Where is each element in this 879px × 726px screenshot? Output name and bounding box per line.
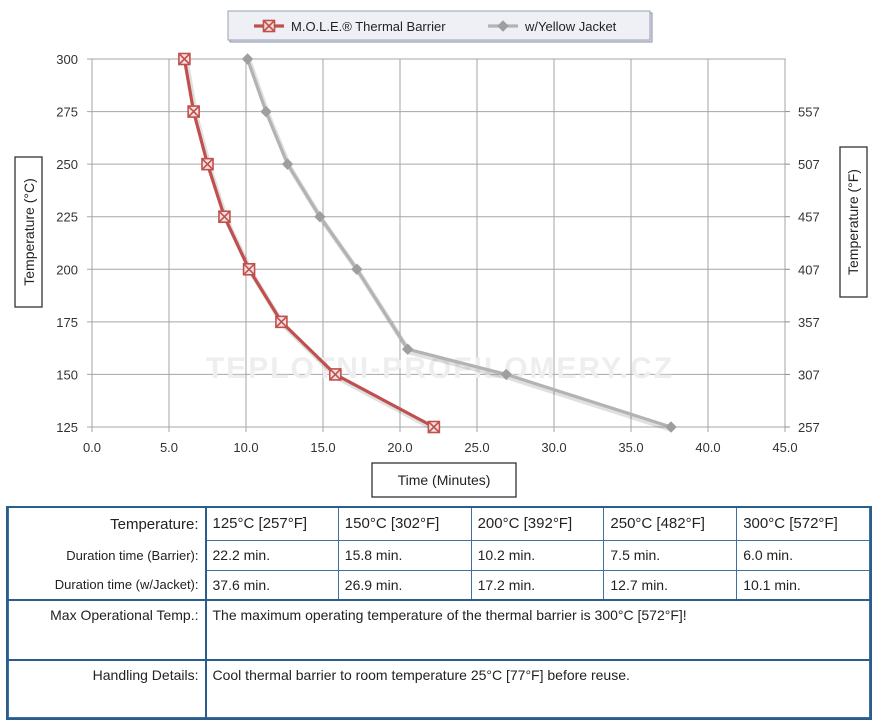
data-point [281, 158, 294, 170]
series-yellow-jacket [241, 53, 677, 433]
temperature-row-label: Temperature: [8, 508, 207, 540]
plot-area [91, 58, 786, 428]
x-axis-label-box: Time (Minutes) [371, 462, 517, 498]
max-temp-text: The maximum operating temperature of the… [205, 599, 870, 661]
data-point [242, 262, 256, 276]
jacket-duration-cell: 12.7 min. [603, 569, 738, 601]
data-point [241, 53, 254, 65]
temperature-cell: 300°C [572°F] [736, 508, 870, 540]
series-layer [178, 52, 677, 434]
specification-table: Temperature: 125°C [257°F] 150°C [302°F]… [6, 506, 872, 720]
series-line [182, 58, 435, 429]
barrier-duration-cell: 6.0 min. [736, 539, 870, 571]
legend-label: w/Yellow Jacket [524, 19, 617, 34]
y-right-tick-label: 257 [798, 420, 820, 435]
y-left-tick-label: 125 [56, 420, 78, 435]
barrier-row-label: Duration time (Barrier): [8, 540, 207, 570]
max-temp-row: Max Operational Temp.: The maximum opera… [8, 599, 870, 661]
x-axis-label: Time (Minutes) [398, 472, 491, 488]
temperature-cell: 150°C [302°F] [337, 508, 472, 540]
x-tick-label: 35.0 [618, 440, 643, 455]
y-left-tick-label: 225 [56, 210, 78, 225]
legend-item: M.O.L.E.® Thermal Barrier [254, 19, 446, 34]
y-axis-left-label: Temperature (°C) [21, 178, 37, 286]
handling-row: Handling Details: Cool thermal barrier t… [8, 659, 870, 718]
barrier-duration-cell: 15.8 min. [337, 539, 472, 571]
series-thermal-barrier [178, 52, 441, 434]
data-point [401, 343, 414, 355]
axis-ticks: 0.0 5.0 10.0 15.0 20.0 25.0 30.0 35.0 40.0 45.0 12… [56, 52, 819, 455]
y-left-tick-label: 150 [56, 367, 78, 382]
data-point [351, 263, 363, 275]
y-axis-left-label-box: Temperature (°C) [14, 156, 43, 308]
y-left-tick-label: 300 [56, 52, 78, 67]
x-tick-label: 25.0 [464, 440, 489, 455]
series-line [245, 58, 672, 429]
y-left-tick-label: 250 [56, 157, 78, 172]
x-tick-label: 10.0 [233, 440, 258, 455]
legend-items: M.O.L.E.® Thermal Barrier w/Yellow Jacket [254, 19, 617, 34]
data-point [187, 105, 200, 118]
x-tick-label: 15.0 [310, 440, 335, 455]
y-right-tick-label: 357 [798, 315, 820, 330]
legend-box-face [227, 10, 651, 41]
temperature-cell: 125°C [257°F] [205, 508, 339, 540]
barrier-duration-cell: 22.2 min. [205, 539, 339, 571]
x-tick-label: 5.0 [160, 440, 178, 455]
data-point [665, 421, 677, 433]
jacket-duration-row: Duration time (w/Jacket): 37.6 min. 26.9… [8, 569, 870, 601]
jacket-row-label: Duration time (w/Jacket): [8, 570, 207, 601]
y-axis-right-label: Temperature (°F) [845, 169, 861, 275]
data-point [500, 368, 512, 381]
y-axis-right-label-box: Temperature (°F) [839, 146, 868, 298]
data-point [275, 315, 288, 329]
y-left-tick-label: 200 [56, 262, 78, 277]
data-point [260, 105, 272, 118]
barrier-duration-row: Duration time (Barrier): 22.2 min. 15.8 … [8, 539, 870, 571]
legend-item: w/Yellow Jacket [488, 19, 617, 34]
legend-marker [497, 20, 509, 32]
handling-label: Handling Details: [8, 659, 207, 718]
temperature-cell: 200°C [392°F] [470, 508, 605, 540]
spec-table-grid: Temperature: 125°C [257°F] 150°C [302°F]… [8, 508, 870, 718]
y-right-tick-label: 507 [798, 157, 820, 172]
temperature-row: Temperature: 125°C [257°F] 150°C [302°F]… [8, 508, 870, 540]
y-right-tick-label: 307 [798, 367, 820, 382]
jacket-duration-cell: 17.2 min. [470, 569, 605, 601]
barrier-duration-cell: 7.5 min. [603, 539, 738, 571]
data-point [427, 420, 441, 434]
max-temp-label: Max Operational Temp.: [8, 599, 207, 661]
temperature-duration-chart: TEPLOTNI-PROFILOMERY.CZ 0.0 5.0 10.0 15.0 20… [14, 10, 868, 498]
barrier-duration-cell: 10.2 min. [470, 539, 605, 571]
legend-marker [262, 19, 276, 33]
y-right-tick-label: 457 [798, 210, 820, 225]
y-left-tick-label: 275 [56, 105, 78, 120]
x-tick-label: 30.0 [541, 440, 566, 455]
y-right-tick-label: 407 [798, 262, 820, 277]
handling-text: Cool thermal barrier to room temperature… [205, 659, 870, 718]
x-tick-label: 20.0 [387, 440, 412, 455]
data-point [218, 210, 231, 224]
x-tick-label: 40.0 [695, 440, 720, 455]
legend-label: M.O.L.E.® Thermal Barrier [291, 19, 446, 34]
legend: M.O.L.E.® Thermal Barrier w/Yellow Jacket [227, 10, 653, 43]
chart-grid [87, 58, 786, 432]
x-tick-label: 0.0 [83, 440, 101, 455]
data-point [314, 211, 326, 223]
data-point [329, 368, 342, 381]
y-left-tick-label: 175 [56, 315, 78, 330]
jacket-duration-cell: 26.9 min. [337, 569, 472, 601]
jacket-duration-cell: 10.1 min. [736, 569, 870, 601]
x-tick-label: 45.0 [772, 440, 797, 455]
y-right-tick-label: 557 [798, 105, 820, 120]
temperature-cell: 250°C [482°F] [603, 508, 738, 540]
data-point [201, 157, 214, 171]
jacket-duration-cell: 37.6 min. [205, 569, 339, 601]
data-point [178, 52, 191, 66]
